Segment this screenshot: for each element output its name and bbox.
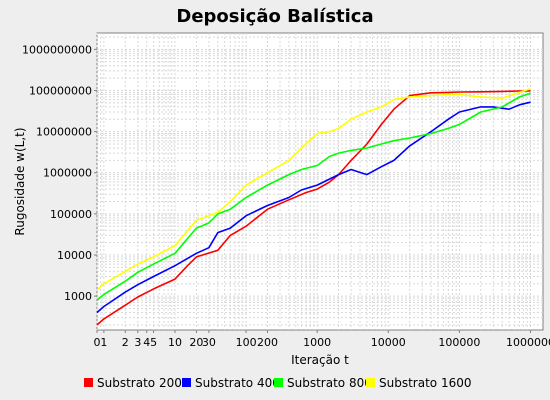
legend-swatch-substrato-200 bbox=[84, 378, 93, 387]
legend-label-substrato-400: Substrato 400 bbox=[195, 376, 280, 390]
chart-title: Deposição Balística bbox=[176, 6, 373, 27]
legend-swatch-substrato-1600 bbox=[366, 378, 375, 387]
series-layer bbox=[96, 88, 531, 326]
x-tick-label: 3 bbox=[134, 336, 141, 349]
x-tick-label: 10000 bbox=[371, 336, 406, 349]
x-tick-label: 5 bbox=[150, 336, 157, 349]
grid-layer bbox=[96, 33, 543, 330]
y-tick-label: 1000 bbox=[64, 290, 92, 303]
x-tick-label: 0 bbox=[94, 336, 101, 349]
legend-label-substrato-1600: Substrato 1600 bbox=[379, 376, 471, 390]
x-tick-label: 2 bbox=[122, 336, 129, 349]
y-tick-label: 10000 bbox=[57, 249, 92, 262]
y-axis-label: Rugosidade w(L,t) bbox=[13, 127, 27, 235]
y-tick-label: 1000000 bbox=[43, 167, 92, 180]
series-line-substrato-200 bbox=[96, 90, 531, 326]
x-tick-label: 100000 bbox=[438, 336, 480, 349]
series-line-substrato-1600 bbox=[96, 88, 531, 291]
x-tick-label: 100 bbox=[236, 336, 257, 349]
legend: Substrato 200 Substrato 400 Substrato 800 S… bbox=[84, 376, 471, 390]
y-tick-label: 10000000 bbox=[36, 126, 92, 139]
y-tick-label: 100000 bbox=[50, 208, 92, 221]
y-tick-label: 100000000 bbox=[29, 84, 92, 97]
x-tick-label: 20 bbox=[189, 336, 203, 349]
legend-label-substrato-800: Substrato 800 bbox=[287, 376, 372, 390]
legend-label-substrato-200: Substrato 200 bbox=[97, 376, 182, 390]
x-tick-label: 1000000 bbox=[506, 336, 550, 349]
series-line-substrato-800 bbox=[96, 92, 531, 301]
series-line-substrato-400 bbox=[96, 101, 531, 314]
legend-swatch-substrato-800 bbox=[274, 378, 283, 387]
x-tick-label: 1 bbox=[100, 336, 107, 349]
y-tick-label: 1000000000 bbox=[22, 43, 92, 56]
x-tick-label: 1000 bbox=[303, 336, 331, 349]
x-tick-label: 10 bbox=[168, 336, 182, 349]
x-tick-label: 4 bbox=[143, 336, 150, 349]
legend-swatch-substrato-400 bbox=[182, 378, 191, 387]
x-tick-label: 200 bbox=[257, 336, 278, 349]
x-axis-label: Iteração t bbox=[291, 353, 349, 367]
x-tick-label: 30 bbox=[202, 336, 216, 349]
